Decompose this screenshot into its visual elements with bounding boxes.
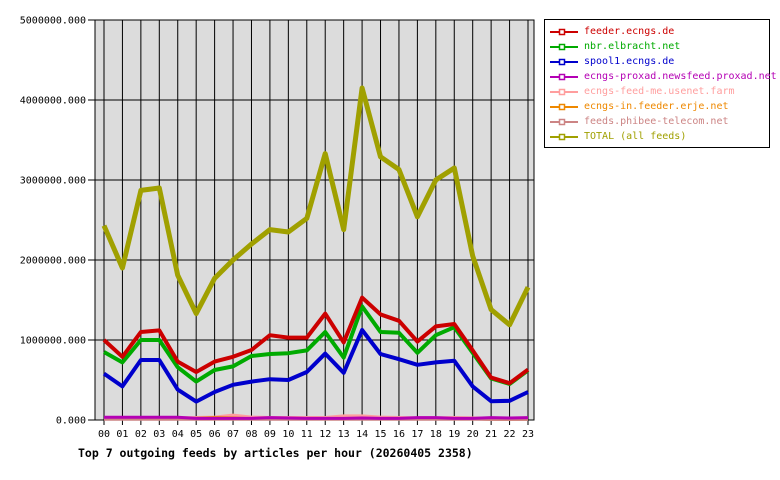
x-tick-label: 21 [485,429,497,440]
legend-item: TOTAL (all feeds) [545,130,769,145]
y-tick-label: 4000000.000 [20,96,86,107]
x-tick-label: 07 [227,429,239,440]
x-tick-label: 23 [522,429,534,440]
x-tick-label: 03 [153,429,165,440]
legend-item: feeder.ecngs.de [545,24,769,39]
legend-label: ecngs-feed-me.usenet.farm [584,85,735,97]
legend-item: nbr.elbracht.net [545,39,769,54]
legend-item: ecngs-proxad.newsfeed.proxad.net [545,69,777,84]
x-tick-label: 16 [393,429,405,440]
x-tick-label: 20 [467,429,479,440]
legend-label: feeds.phibee-telecom.net [584,116,729,128]
legend-line-sample-icon [550,88,578,96]
legend-label: ecngs-proxad.newsfeed.proxad.net [584,70,777,82]
legend-label: spool1.ecngs.de [584,55,675,67]
legend-line-sample-icon [550,73,578,81]
series-line-4 [104,415,529,420]
legend-label: nbr.elbracht.net [584,40,681,52]
legend-label: TOTAL (all feeds) [584,131,687,143]
series-line-1 [102,295,530,386]
y-tick-label: 3000000.000 [20,176,86,187]
legend-box: feeder.ecngs.de nbr.elbracht.net spool1.ec… [544,19,777,148]
legend-line-sample-icon [550,58,578,65]
chart-title: Top 7 outgoing feeds by articles per hou… [78,446,473,460]
x-tick-label: 12 [319,429,331,440]
x-tick-label: 08 [245,429,257,440]
x-tick-label: 00 [98,429,110,440]
legend-line-sample-icon [550,118,578,126]
x-tick-label: 10 [282,429,294,440]
x-tick-label: 02 [135,429,147,440]
legend-label: feeder.ecngs.de [584,25,675,37]
x-tick-label: 11 [301,429,313,440]
x-tick-label: 06 [209,429,221,440]
x-tick-label: 19 [448,429,460,440]
y-tick-label: 5000000.000 [20,16,86,27]
x-tick-label: 18 [430,429,442,440]
legend-item: ecngs-in.feeder.erje.net [545,99,769,114]
x-tick-label: 14 [356,429,368,440]
x-tick-label: 09 [264,429,276,440]
legend-line-sample-icon [550,28,578,35]
legend-item: spool1.ecngs.de [545,54,769,69]
x-tick-label: 22 [504,429,516,440]
legend-line-sample-icon [550,103,578,111]
legend-line-sample-icon [550,43,578,50]
y-tick-label: 1000000.000 [20,336,86,347]
x-tick-label: 01 [116,429,128,440]
y-tick-label: 0.000 [56,416,86,427]
x-tick-label: 13 [338,429,350,440]
x-tick-label: 15 [374,429,386,440]
x-tick-label: 04 [172,429,184,440]
series-line-3 [102,328,529,404]
x-tick-label: 05 [190,429,202,440]
y-tick-label: 2000000.000 [20,256,86,267]
legend-item: feeds.phibee-telecom.net [545,115,769,130]
x-tick-label: 17 [411,429,423,440]
legend-item: ecngs-feed-me.usenet.farm [545,84,769,99]
legend-label: ecngs-in.feeder.erje.net [584,101,729,113]
legend-line-sample-icon [550,133,578,141]
series-line-8 [101,85,531,328]
